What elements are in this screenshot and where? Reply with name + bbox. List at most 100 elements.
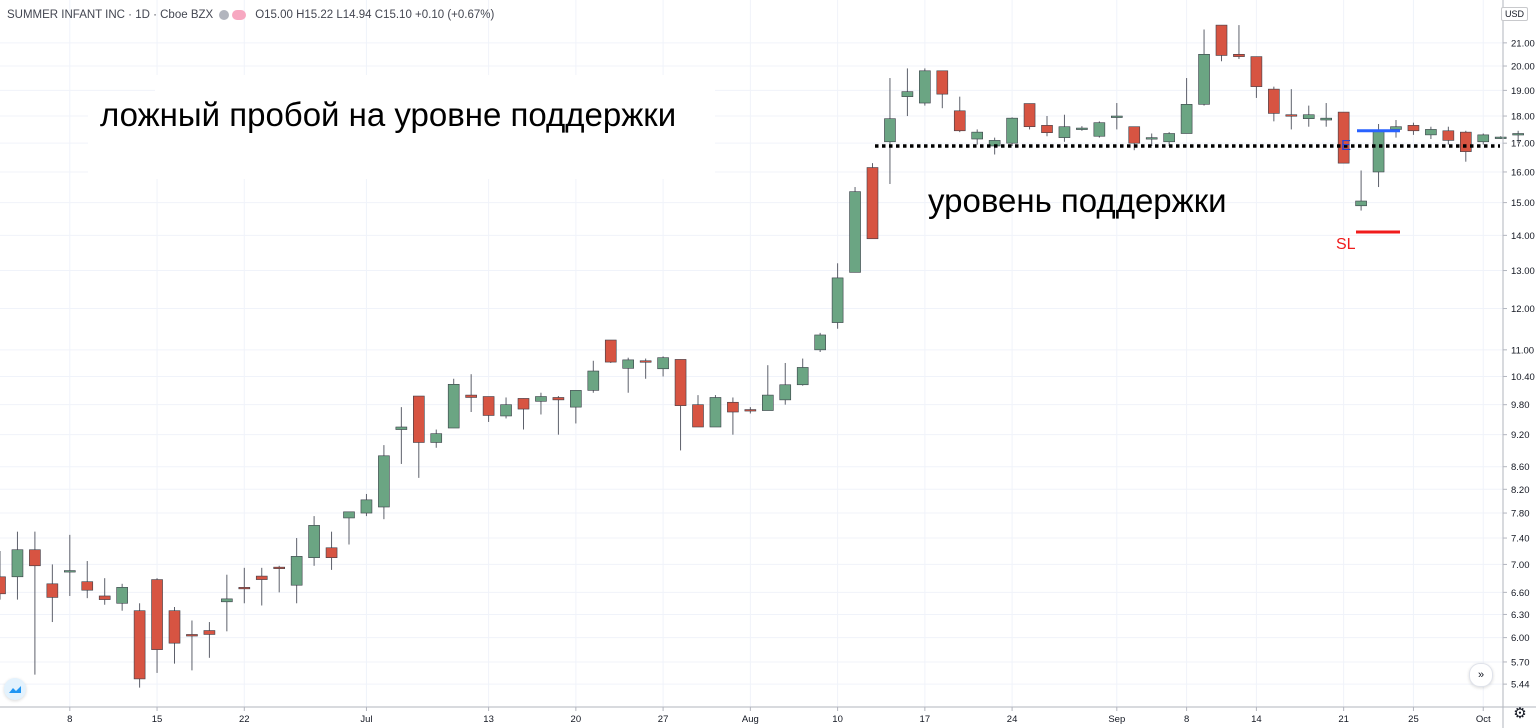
candle — [1512, 130, 1524, 144]
time-tick-label: Sep — [1108, 714, 1125, 725]
candle — [552, 396, 565, 435]
currency-button[interactable]: USD — [1500, 7, 1528, 21]
candle — [727, 397, 739, 435]
candle — [1093, 121, 1106, 138]
candle — [517, 398, 530, 430]
candle-body — [1407, 125, 1420, 132]
candle — [1250, 56, 1263, 98]
candle-body — [1041, 125, 1053, 133]
entry-label: E — [1341, 137, 1352, 154]
candle-body — [29, 549, 41, 567]
candle-body — [1268, 88, 1280, 114]
candle — [831, 263, 844, 329]
candle-body — [1006, 117, 1018, 144]
candle — [587, 360, 600, 393]
candle — [971, 129, 984, 145]
candle — [570, 390, 582, 424]
candle — [1407, 122, 1420, 135]
candle — [133, 603, 146, 688]
time-axis[interactable]: 8 15 22 Jul 13 20 27 Aug 10 17 24 Sep 8 14 21 25 Oct — [0, 706, 1536, 725]
candle — [116, 583, 128, 611]
candle-body — [203, 630, 216, 635]
candle-body — [430, 433, 443, 443]
stop-loss-label: SL — [1336, 236, 1356, 253]
candle-body — [622, 359, 635, 369]
candle — [378, 445, 390, 520]
candle-body — [919, 70, 931, 104]
annotation-backgrounds — [88, 75, 715, 179]
candles — [0, 24, 1524, 688]
candle-body — [273, 566, 286, 569]
candle-body — [1023, 103, 1036, 128]
candle — [936, 70, 949, 109]
candle-body — [1145, 137, 1158, 140]
go-to-realtime-button[interactable]: » — [1469, 663, 1493, 687]
candle-body — [936, 70, 949, 95]
candle — [255, 567, 268, 606]
candle-body — [1477, 134, 1490, 143]
candle — [1198, 29, 1210, 106]
candle-body — [1163, 133, 1175, 143]
candle-body — [81, 581, 94, 591]
candle-body — [814, 334, 826, 351]
candle-body — [866, 167, 879, 240]
candle — [1145, 133, 1158, 146]
time-tick-label: 14 — [1251, 714, 1262, 725]
candle-body — [1111, 115, 1123, 118]
price-tick-label: 19.00 — [1511, 86, 1535, 97]
candle-body — [796, 367, 809, 386]
time-tick-label: Jul — [360, 714, 372, 725]
candle — [1006, 117, 1018, 146]
time-tick-label: 27 — [658, 714, 669, 725]
candle-body — [168, 610, 181, 644]
candle-body — [1215, 24, 1228, 56]
tilde-chip-icon[interactable] — [232, 10, 247, 20]
candle — [849, 187, 861, 273]
time-tick-label: 25 — [1408, 714, 1419, 725]
candle-body — [1425, 129, 1437, 136]
candle — [953, 96, 966, 133]
time-tick-label: 22 — [239, 714, 250, 725]
candle — [604, 339, 617, 363]
candle — [360, 493, 373, 517]
candle — [203, 622, 216, 658]
candle — [1390, 120, 1402, 138]
time-tick-label: 17 — [920, 714, 931, 725]
candle — [447, 378, 460, 429]
candle — [1355, 170, 1367, 211]
candle — [622, 357, 635, 393]
annotation-mask — [88, 93, 715, 173]
candle — [395, 407, 408, 464]
candle-body — [255, 575, 268, 580]
price-tick-label: 5.44 — [1511, 680, 1530, 691]
candle — [1180, 78, 1193, 134]
price-axis[interactable]: 21.00 20.00 19.00 18.00 17.00 16.00 15.00 14.00… — [1502, 0, 1535, 728]
candle-body — [1233, 53, 1245, 57]
candle — [168, 606, 181, 664]
pause-chip-icon[interactable] — [219, 10, 230, 20]
candle-body — [849, 191, 861, 273]
candle — [1320, 103, 1332, 127]
candle — [709, 395, 722, 428]
candle-body — [971, 131, 984, 140]
candle-body — [46, 583, 59, 598]
price-tick-label: 13.00 — [1511, 266, 1535, 277]
candle — [1477, 133, 1490, 145]
candle — [11, 531, 24, 600]
candle — [29, 531, 41, 675]
candle-body — [1355, 200, 1367, 207]
time-tick-label: 8 — [1184, 714, 1189, 725]
candle — [919, 68, 931, 106]
chart-legend-header: SUMMER INFANT INC · 1D · Cboe BZX O15.00… — [7, 6, 494, 24]
candle — [1372, 124, 1385, 188]
candle — [46, 564, 59, 623]
price-tick-label: 6.00 — [1511, 633, 1530, 644]
candle-body — [343, 511, 355, 519]
tradingview-logo-icon[interactable] — [4, 678, 26, 700]
candle — [64, 534, 76, 596]
settings-gear-icon[interactable]: ⚙ — [1513, 705, 1527, 722]
candle — [884, 78, 896, 184]
candle — [657, 356, 669, 377]
candle-body — [1076, 127, 1088, 130]
